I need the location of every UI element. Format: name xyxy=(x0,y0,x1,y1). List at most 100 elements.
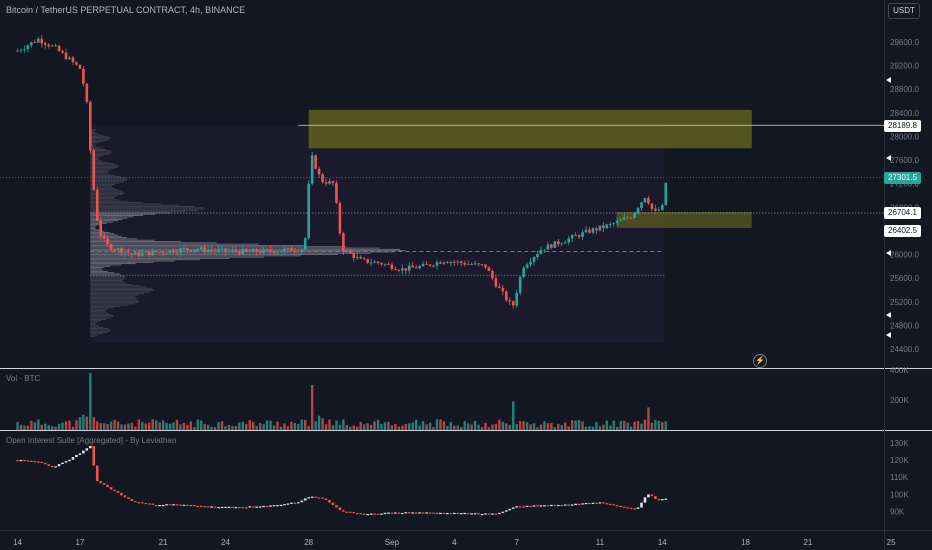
candle-body xyxy=(470,264,473,265)
profile-bar xyxy=(90,217,128,219)
volume-pane-label: Vol · BTC xyxy=(6,374,41,383)
candle-body xyxy=(539,249,543,254)
price-axis-label: 28800.0 xyxy=(890,85,919,94)
oi-bar xyxy=(141,502,144,504)
profile-bar xyxy=(90,283,133,285)
oi-bar xyxy=(522,506,525,508)
oi-bar xyxy=(127,497,130,499)
volume-bar xyxy=(265,420,269,430)
profile-bar xyxy=(90,177,126,179)
candle-body xyxy=(560,243,564,245)
oi-bar xyxy=(598,502,602,504)
candle-body xyxy=(442,262,446,264)
volume-bar xyxy=(546,423,550,430)
profile-bar xyxy=(90,173,111,175)
oi-bar xyxy=(321,497,324,499)
price-axis-label: 29200.0 xyxy=(890,62,919,71)
volume-bar xyxy=(102,423,106,430)
profile-bar xyxy=(90,164,118,166)
currency-button[interactable]: USDT xyxy=(888,3,920,19)
volume-bar xyxy=(491,424,494,430)
volume-bar xyxy=(50,426,54,430)
volume-bar xyxy=(505,423,508,430)
profile-bar xyxy=(90,274,124,276)
profile-bar xyxy=(90,291,149,293)
profile-bar xyxy=(90,330,110,332)
volume-bar xyxy=(588,426,591,430)
time-axis-label: 14 xyxy=(13,538,22,547)
candle-body xyxy=(168,250,172,254)
profile-bar xyxy=(90,168,115,170)
volume-bar xyxy=(85,416,89,430)
oi-bar xyxy=(154,504,158,507)
profile-bar xyxy=(90,286,147,288)
volume-bar xyxy=(26,425,30,430)
candle-body xyxy=(487,267,491,272)
oi-bar xyxy=(539,505,543,507)
volume-bar xyxy=(279,426,283,430)
profile-bar xyxy=(90,268,102,270)
candle-body xyxy=(432,265,435,267)
profile-bar xyxy=(90,276,126,278)
profile-bar xyxy=(90,289,155,291)
candle-body xyxy=(196,249,200,251)
oi-bar xyxy=(435,512,439,515)
candle-body xyxy=(633,212,636,219)
oi-bar xyxy=(303,498,307,501)
oi-bar xyxy=(193,505,196,507)
candle-body xyxy=(71,57,75,63)
volume-bar xyxy=(182,422,186,430)
oi-bar xyxy=(428,512,432,514)
candle-body xyxy=(598,225,602,231)
candle-body xyxy=(127,252,130,254)
candle-body xyxy=(595,228,598,231)
volume-bar xyxy=(276,421,279,430)
oi-bar xyxy=(498,512,501,515)
oi-bar xyxy=(61,462,64,465)
oi-bar xyxy=(609,503,612,506)
profile-bar xyxy=(90,160,104,162)
oi-bar xyxy=(342,510,345,512)
candle-body xyxy=(85,83,89,102)
profile-bar xyxy=(90,257,230,259)
profile-bar xyxy=(90,143,96,145)
oi-bar xyxy=(501,511,505,513)
candle-body xyxy=(37,38,40,43)
volume-bar xyxy=(168,423,172,430)
volume-bar xyxy=(643,419,647,430)
profile-bar xyxy=(90,319,107,320)
price-axis-label: 25200.0 xyxy=(890,298,919,307)
volume-bar xyxy=(515,424,518,430)
profile-bar xyxy=(90,150,110,152)
volume-bar xyxy=(262,424,265,430)
profile-bar xyxy=(90,230,105,232)
profile-bar xyxy=(90,183,116,185)
profile-bar xyxy=(90,130,95,132)
candle-body xyxy=(380,263,383,265)
lightning-icon[interactable]: ⚡ xyxy=(753,354,767,368)
oi-bar xyxy=(231,506,234,508)
candle-body xyxy=(50,45,54,47)
oi-bar xyxy=(380,513,383,515)
volume-bar xyxy=(654,419,657,430)
candle-body xyxy=(376,261,380,264)
oi-bar xyxy=(376,513,380,515)
candle-body xyxy=(647,198,650,204)
volume-bar xyxy=(172,422,175,430)
volume-bar xyxy=(498,419,501,430)
volume-bar xyxy=(324,424,328,430)
candle-body xyxy=(224,248,227,252)
oi-bar xyxy=(404,512,408,514)
candle-body xyxy=(359,256,362,259)
volume-bar xyxy=(179,424,182,430)
oi-bar xyxy=(536,505,539,507)
profile-bar xyxy=(90,147,102,149)
profile-bar xyxy=(90,242,217,244)
time-axis-label: 11 xyxy=(596,538,605,547)
oi-bar xyxy=(657,499,661,501)
profile-bar xyxy=(90,186,112,188)
candles xyxy=(16,34,668,309)
volume-bar xyxy=(231,426,234,430)
oi-bar xyxy=(314,496,317,498)
